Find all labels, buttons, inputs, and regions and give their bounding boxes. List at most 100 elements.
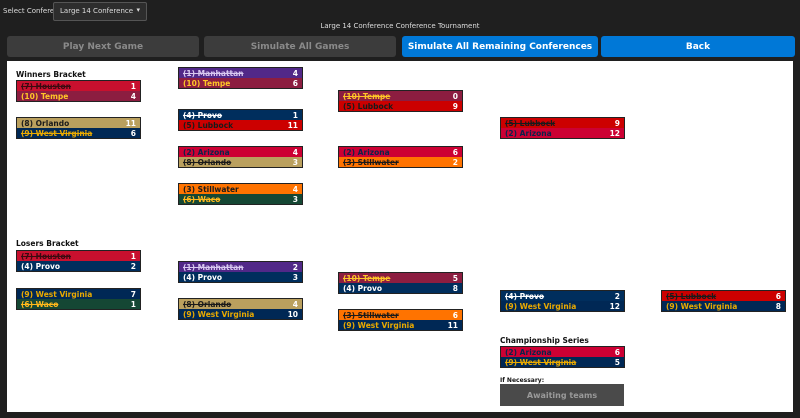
- team-row: (9) West Virginia 8: [662, 301, 785, 311]
- team-name: (10) Tempe: [183, 78, 231, 88]
- team-name: (9) West Virginia: [21, 128, 93, 138]
- team-score: 8: [775, 301, 781, 311]
- team-score: 6: [130, 128, 136, 138]
- team-score: 4: [292, 184, 298, 194]
- matchup: (9) West Virginia 7 (6) Waco 1: [16, 288, 141, 310]
- team-score: 6: [614, 347, 620, 357]
- team-name: (5) Lubbock: [666, 291, 717, 301]
- team-score: 2: [292, 262, 298, 272]
- team-name: (8) Orlando: [183, 157, 232, 167]
- team-name: (9) West Virginia: [666, 301, 738, 311]
- team-row: (4) Provo 3: [179, 272, 302, 282]
- matchup: (7) Houston 1 (10) Tempe 4: [16, 80, 141, 102]
- team-score: 4: [292, 147, 298, 157]
- team-score: 6: [452, 310, 458, 320]
- team-score: 1: [130, 299, 136, 309]
- team-score: 2: [130, 261, 136, 271]
- team-name: (6) Waco: [183, 194, 221, 204]
- team-name: (9) West Virginia: [21, 289, 93, 299]
- team-score: 3: [292, 194, 298, 204]
- bracket-heading: Championship Series: [500, 336, 589, 345]
- team-score: 6: [452, 147, 458, 157]
- team-row: (9) West Virginia 5: [501, 357, 624, 367]
- team-name: (1) Manhattan: [183, 262, 244, 272]
- team-name: (10) Tempe: [21, 91, 69, 101]
- team-name: (9) West Virginia: [505, 301, 577, 311]
- matchup: (8) Orlando 4 (9) West Virginia 10: [178, 298, 303, 320]
- team-row: (5) Lubbock 6: [662, 291, 785, 301]
- team-row: (5) Lubbock 11: [179, 120, 302, 130]
- team-score: 8: [452, 283, 458, 293]
- team-score: 10: [287, 309, 298, 319]
- matchup: (2) Arizona 6 (3) Stillwater 2: [338, 146, 463, 168]
- matchup: (10) Tempe 0 (5) Lubbock 9: [338, 90, 463, 112]
- team-name: (8) Orlando: [183, 299, 232, 309]
- team-row: (8) Orlando 11: [17, 118, 140, 128]
- team-name: (3) Stillwater: [343, 310, 399, 320]
- team-score: 12: [609, 301, 620, 311]
- team-row: (2) Arizona 6: [339, 147, 462, 157]
- matchup: (8) Orlando 11 (9) West Virginia 6: [16, 117, 141, 139]
- team-score: 3: [292, 157, 298, 167]
- team-row: (2) Arizona 6: [501, 347, 624, 357]
- team-name: (9) West Virginia: [343, 320, 415, 330]
- team-row: (10) Tempe 6: [179, 78, 302, 88]
- team-score: 4: [130, 91, 136, 101]
- bracket-heading: Winners Bracket: [16, 70, 86, 79]
- team-row: (1) Manhattan 4: [179, 68, 302, 78]
- team-score: 11: [447, 320, 458, 330]
- matchup: (5) Lubbock 9 (2) Arizona 12: [500, 117, 625, 139]
- conference-dropdown[interactable]: Large 14 Conference ▾: [53, 2, 147, 21]
- team-row: (9) West Virginia 11: [339, 320, 462, 330]
- team-name: (2) Arizona: [505, 128, 552, 138]
- team-row: (10) Tempe 5: [339, 273, 462, 283]
- team-name: (9) West Virginia: [505, 357, 577, 367]
- dropdown-value: Large 14 Conference: [60, 7, 134, 15]
- team-row: (1) Manhattan 2: [179, 262, 302, 272]
- team-row: (4) Provo 2: [501, 291, 624, 301]
- action-button: Play Next Game: [7, 36, 199, 57]
- team-name: (4) Provo: [183, 272, 223, 282]
- team-name: (6) Waco: [21, 299, 59, 309]
- action-button: Simulate All Games: [204, 36, 396, 57]
- team-name: (3) Stillwater: [343, 157, 399, 167]
- team-row: (4) Provo 8: [339, 283, 462, 293]
- dropdown-arrow: ▾: [136, 6, 140, 14]
- team-row: (5) Lubbock 9: [501, 118, 624, 128]
- team-row: (6) Waco 3: [179, 194, 302, 204]
- team-score: 6: [775, 291, 781, 301]
- team-row: (10) Tempe 4: [17, 91, 140, 101]
- team-row: (3) Stillwater 4: [179, 184, 302, 194]
- team-name: (4) Provo: [343, 283, 383, 293]
- matchup: (4) Provo 2 (9) West Virginia 12: [500, 290, 625, 312]
- team-row: (2) Arizona 12: [501, 128, 624, 138]
- matchup: (10) Tempe 5 (4) Provo 8: [338, 272, 463, 294]
- team-score: 1: [292, 110, 298, 120]
- team-score: 3: [292, 272, 298, 282]
- team-row: (9) West Virginia 7: [17, 289, 140, 299]
- team-name: (7) Houston: [21, 251, 71, 261]
- team-name: (2) Arizona: [183, 147, 230, 157]
- team-score: 11: [125, 118, 136, 128]
- team-row: (3) Stillwater 2: [339, 157, 462, 167]
- team-name: (4) Provo: [505, 291, 545, 301]
- team-name: (9) West Virginia: [183, 309, 255, 319]
- team-name: (7) Houston: [21, 81, 71, 91]
- matchup: (1) Manhattan 2 (4) Provo 3: [178, 261, 303, 283]
- team-score: 4: [292, 299, 298, 309]
- team-row: (4) Provo 2: [17, 261, 140, 271]
- page-title: Large 14 Conference Conference Tournamen…: [320, 22, 480, 30]
- if-necessary-label: If Necessary:: [500, 377, 545, 384]
- team-row: (8) Orlando 3: [179, 157, 302, 167]
- team-name: (3) Stillwater: [183, 184, 239, 194]
- team-name: (5) Lubbock: [183, 120, 234, 130]
- matchup: (3) Stillwater 6 (9) West Virginia 11: [338, 309, 463, 331]
- team-name: (10) Tempe: [343, 91, 391, 101]
- select-label: Select Conference:: [3, 7, 70, 15]
- action-button[interactable]: Simulate All Remaining Conferences: [402, 36, 598, 57]
- team-score: 2: [452, 157, 458, 167]
- action-button[interactable]: Back: [601, 36, 795, 57]
- team-row: (9) West Virginia 12: [501, 301, 624, 311]
- matchup: (7) Houston 1 (4) Provo 2: [16, 250, 141, 272]
- team-name: (8) Orlando: [21, 118, 70, 128]
